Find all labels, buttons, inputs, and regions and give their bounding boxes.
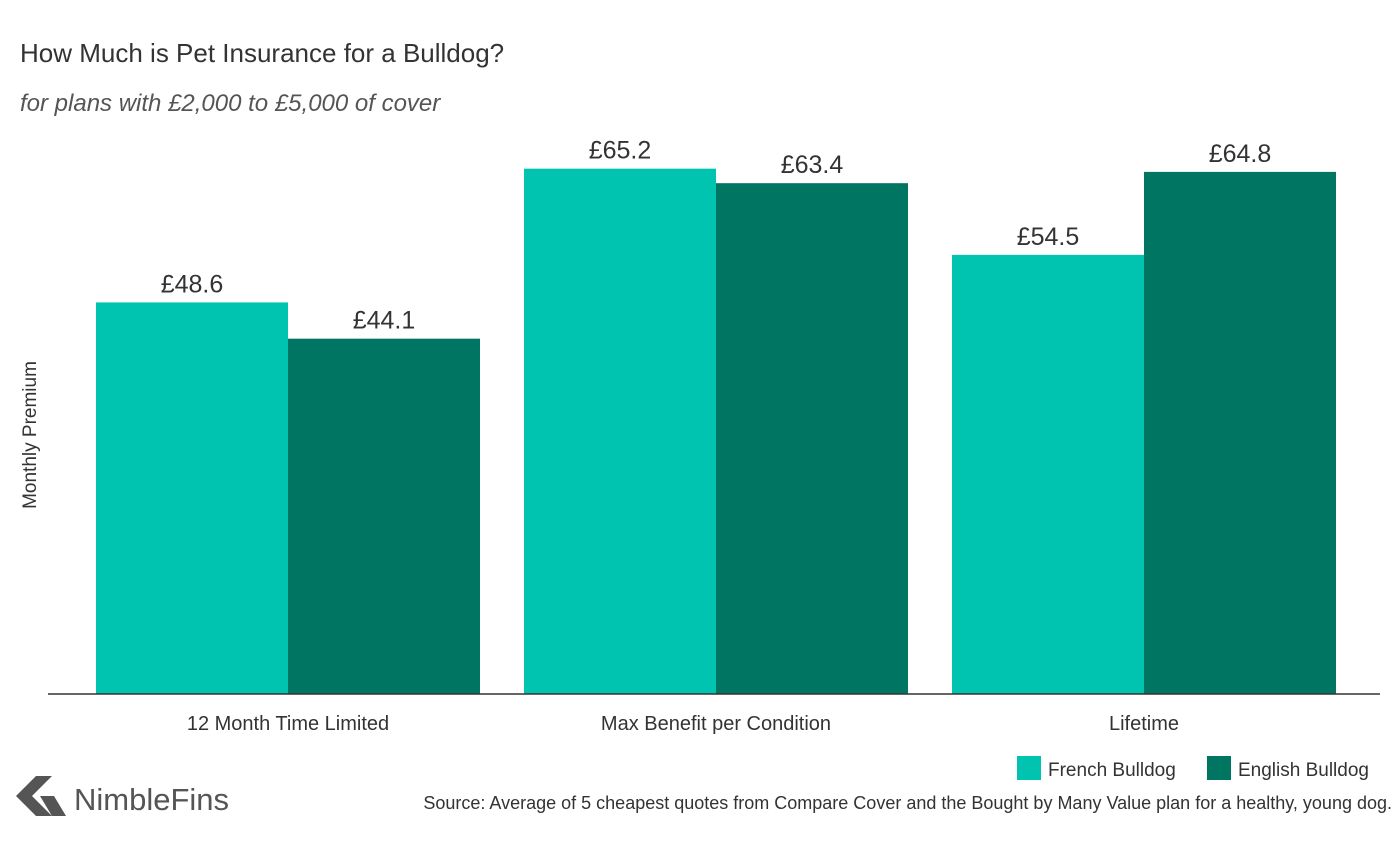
x-tick-label-1: Max Benefit per Condition: [601, 713, 831, 735]
data-label-english-2: £64.8: [1209, 140, 1272, 168]
bars-group: [96, 168, 1336, 695]
bar-english-0: [288, 338, 480, 694]
source-note: Source: Average of 5 cheapest quotes fro…: [423, 793, 1392, 813]
bar-french-1: [524, 168, 716, 694]
x-tick-labels: 12 Month Time Limited Max Benefit per Con…: [187, 713, 1179, 735]
legend-label-1: English Bulldog: [1238, 760, 1369, 781]
x-tick-label-2: Lifetime: [1109, 713, 1179, 735]
bar-french-0: [96, 302, 288, 694]
nimblefins-logo: NimbleFins: [16, 776, 229, 817]
data-label-english-1: £63.4: [781, 151, 844, 179]
data-label-french-1: £65.2: [589, 137, 652, 165]
data-label-french-2: £54.5: [1017, 223, 1080, 251]
data-labels-group: £48.6 £44.1 £65.2 £63.4 £54.5 £64.8: [161, 137, 1272, 335]
y-axis-label: Monthly Premium: [20, 361, 41, 509]
logo-text: NimbleFins: [74, 782, 229, 817]
logo-chevron-icon: [16, 776, 66, 816]
legend-swatch-1: [1207, 756, 1231, 780]
data-label-french-0: £48.6: [161, 270, 224, 298]
legend-label-0: French Bulldog: [1048, 760, 1176, 781]
data-label-english-0: £44.1: [353, 307, 416, 335]
chart-subtitle: for plans with £2,000 to £5,000 of cover: [20, 90, 441, 117]
legend-swatch-0: [1017, 756, 1041, 780]
bar-english-2: [1144, 171, 1336, 694]
bar-french-2: [952, 254, 1144, 694]
legend: French Bulldog English Bulldog: [1017, 756, 1369, 781]
bar-english-1: [716, 183, 908, 695]
x-tick-label-0: 12 Month Time Limited: [187, 713, 389, 735]
chart-title: How Much is Pet Insurance for a Bulldog?: [20, 38, 504, 68]
